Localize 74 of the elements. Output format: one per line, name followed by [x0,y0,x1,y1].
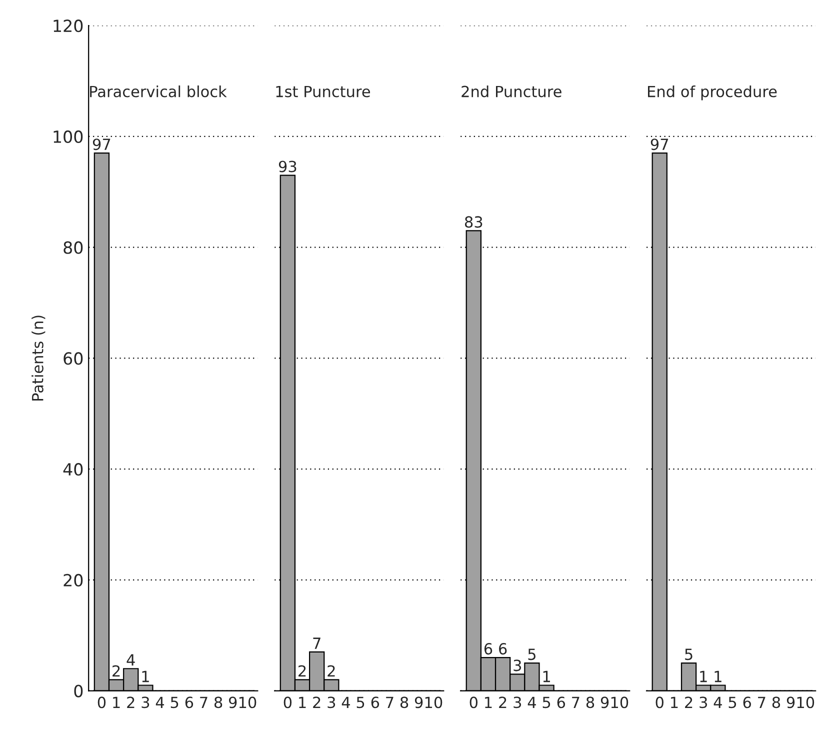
x-tick-label: 8 [400,696,408,708]
x-tick-label: 7 [386,696,394,708]
text: Paracervical block [90,85,227,98]
x-tick-label: 5 [170,696,178,708]
x-tick-label: 5 [728,696,736,708]
y-tick-label: 80 [64,241,83,254]
x-tick-label: 7 [758,696,766,708]
x-tick-label: 7 [200,696,208,708]
data-label: 7 [313,638,320,649]
data-label: 2 [328,665,335,677]
x-tick-label: 0 [656,696,664,708]
data-label: 1 [714,670,722,682]
x-tick-label: 2 [313,696,320,708]
x-tick-label: 5 [542,696,550,708]
x-tick-label: 0 [284,696,292,708]
x-tick-label: 8 [586,696,594,708]
x-tick-label: 4 [342,696,350,708]
y-tick-label: 60 [64,352,83,365]
text: 1st Puncture [276,86,370,98]
x-tick-label: 9 [600,696,609,708]
data-label: 97 [92,138,110,150]
text: End of procedure [648,85,777,100]
x-tick-label: 8 [772,696,780,708]
x-tick-label: 3 [514,696,522,708]
x-tick-label: 9 [786,696,795,708]
x-tick-label: 8 [214,696,222,708]
data-label: 93 [278,160,296,172]
x-tick-label: 7 [572,696,580,708]
data-label: 5 [528,648,536,660]
x-tick-label: 6 [185,696,194,708]
y-tick-label: 0 [74,684,83,698]
x-tick-label: 3 [700,696,707,708]
x-tick-label: 6 [743,696,751,708]
x-tick-label: 6 [557,696,566,708]
data-label: 6 [499,643,507,655]
data-label: 3 [514,660,522,672]
data-label: 6 [484,643,492,655]
x-tick-label: 4 [714,696,722,708]
data-label: 2 [112,665,120,677]
x-tick-label: 1 [485,696,492,708]
text: 2nd Puncture [462,85,562,98]
y-tick-label: 120 [54,20,83,32]
x-tick-label: 3 [142,696,150,708]
y-tick-label: 40 [63,463,83,476]
data-label: 1 [700,670,707,682]
x-tick-label: 4 [156,696,164,708]
data-label: 1 [142,670,149,682]
data-label: 1 [543,670,550,682]
x-tick-label: 2 [127,696,134,708]
x-tick-label: 10 [425,696,442,708]
x-tick-label: 5 [356,696,364,708]
x-tick-label: 1 [671,696,678,708]
x-tick-label: 1 [299,696,306,708]
x-tick-label: 3 [328,696,336,708]
x-tick-label: 0 [470,696,478,708]
x-tick-label: 4 [528,696,536,708]
x-tick-label: 1 [113,696,120,708]
x-tick-label: 10 [797,696,814,708]
x-tick-label: 10 [239,696,256,708]
y-tick-label: 20 [64,574,83,586]
data-label: 97 [650,138,668,150]
data-label: 83 [464,216,482,228]
data-label: 4 [126,654,135,666]
data-label: 5 [685,648,692,660]
y-axis-title: Patients (n) [32,316,46,400]
x-tick-label: 2 [499,696,506,708]
data-label: 2 [298,665,306,677]
x-tick-label: 9 [414,696,423,708]
y-tick-label: 100 [54,130,83,144]
x-tick-label: 6 [371,696,380,708]
x-tick-label: 0 [98,696,106,708]
x-tick-label: 2 [685,696,692,708]
x-tick-label: 10 [611,696,628,708]
x-tick-label: 9 [228,696,237,708]
